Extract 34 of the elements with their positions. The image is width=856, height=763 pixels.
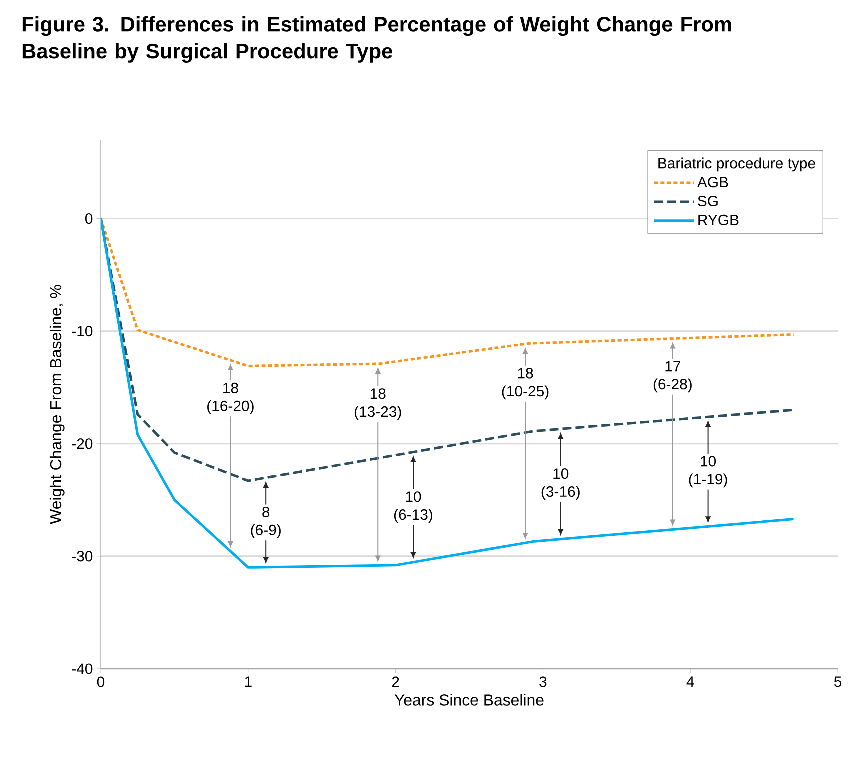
x-tick-label: 5	[834, 676, 842, 688]
annotation: 10	[406, 492, 422, 502]
y-tick-label: -10	[72, 326, 93, 337]
annotation: 10	[554, 468, 569, 480]
annotation: 8	[262, 506, 270, 518]
legend-label: RYGB	[698, 214, 739, 226]
legend-title: Bariatric procedure type	[658, 158, 816, 172]
x-tick-label: 3	[540, 676, 547, 688]
legend-label: AGB	[697, 177, 728, 188]
legend-label: SG	[698, 196, 718, 207]
annotation: 17	[666, 361, 680, 372]
annotation: (1-19)	[689, 474, 728, 488]
x-tick-label: 4	[686, 676, 694, 688]
annotation: (6-13)	[394, 509, 432, 524]
annotation: 10	[701, 456, 716, 467]
x-tick-label: 2	[392, 676, 400, 688]
annotation: (13-23)	[354, 406, 402, 420]
x-tick-label: 0	[97, 676, 105, 688]
y-tick-label: -40	[72, 664, 93, 674]
y-tick-label: 0	[86, 213, 93, 224]
y-axis-title: Weight Change From Baseline, %	[50, 285, 65, 524]
chart-title: Figure 3. Differences in Estimated Percentage of Weight Change From Baseline by Surgical Procedure Type	[22, 16, 732, 64]
x-tick-label: 1	[245, 676, 252, 688]
annotation: (6-28)	[654, 378, 692, 393]
annotation: 18	[518, 368, 534, 379]
annotation: 18	[370, 388, 386, 400]
y-tick-label: -20	[72, 438, 93, 450]
annotation: (3-16)	[542, 486, 580, 500]
x-axis-title: Years Since Baseline	[394, 694, 544, 706]
y-tick-label: -30	[72, 551, 93, 562]
annotation: (6-9)	[251, 524, 281, 538]
annotation: 18	[224, 382, 238, 394]
annotation: (16-20)	[208, 400, 254, 414]
annotation: (10-25)	[502, 386, 549, 400]
